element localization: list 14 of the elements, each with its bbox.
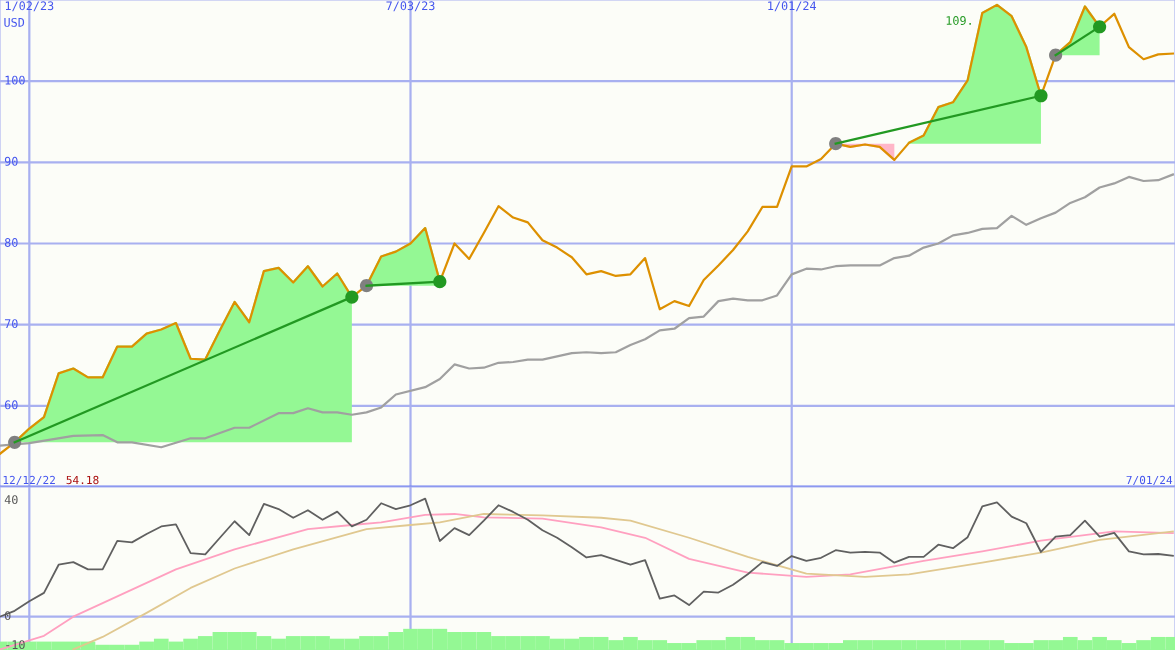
- annotation: 109.: [946, 16, 971, 25]
- annotation: 54.18: [66, 475, 99, 485]
- y-tick-label: 90: [4, 156, 18, 166]
- annotation: 12/12/22: [3, 475, 55, 486]
- y-tick-label: 40: [4, 495, 18, 505]
- x-tick-label: 1/02/23: [5, 1, 54, 12]
- annotation: 7/01/24: [1126, 475, 1173, 486]
- y-tick-label: 100: [5, 75, 25, 85]
- y-tick-label: 70: [4, 319, 18, 329]
- y-tick-label: 80: [4, 238, 18, 247]
- x-tick-label: 1/01/24: [768, 1, 817, 12]
- x-tick-label: 7/03/23: [386, 1, 435, 12]
- y-axis-title: USD: [4, 17, 25, 27]
- y-tick-label: 60: [4, 400, 18, 410]
